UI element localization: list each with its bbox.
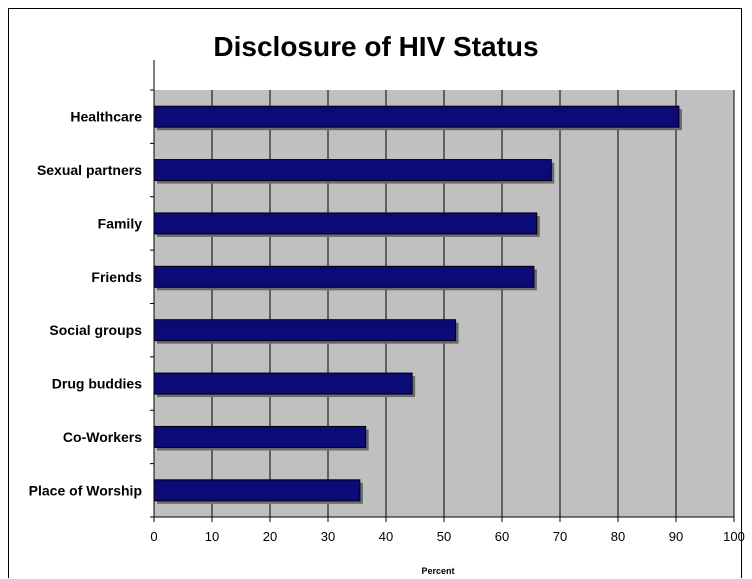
bar [153, 212, 538, 235]
x-tick-label: 30 [321, 529, 335, 544]
x-tick-label: 80 [611, 529, 625, 544]
x-tick-label: 0 [150, 529, 157, 544]
bar [153, 105, 680, 128]
x-tick-label: 50 [437, 529, 451, 544]
x-tick-label: 100 [723, 529, 745, 544]
axes [150, 60, 735, 522]
bar [153, 425, 367, 448]
bar [153, 319, 457, 342]
bar [153, 159, 552, 182]
x-tick-label: 40 [379, 529, 393, 544]
category-label: Sexual partners [37, 162, 142, 178]
category-label: Co-Workers [63, 429, 142, 445]
bar [153, 372, 413, 395]
x-tick-label: 70 [553, 529, 567, 544]
x-axis-title: Percent [421, 566, 454, 576]
x-tick-label: 20 [263, 529, 277, 544]
category-label: Family [98, 215, 143, 231]
x-tick-label: 90 [669, 529, 683, 544]
category-labels: Healthcare Sexual partners Family Friends So… [29, 109, 143, 499]
x-tick-label: 10 [205, 529, 219, 544]
category-label: Healthcare [70, 109, 142, 125]
category-label: Friends [91, 269, 142, 285]
category-label: Place of Worship [29, 482, 142, 498]
category-label: Social groups [49, 322, 142, 338]
bars [153, 105, 682, 504]
x-tick-label: 60 [495, 529, 509, 544]
category-label: Drug buddies [52, 376, 142, 392]
tick-labels: 0 10 20 30 40 50 60 70 80 90 100 [150, 529, 744, 544]
chart-title: Disclosure of HIV Status [213, 31, 538, 62]
bar [153, 479, 361, 502]
bar [153, 265, 535, 288]
